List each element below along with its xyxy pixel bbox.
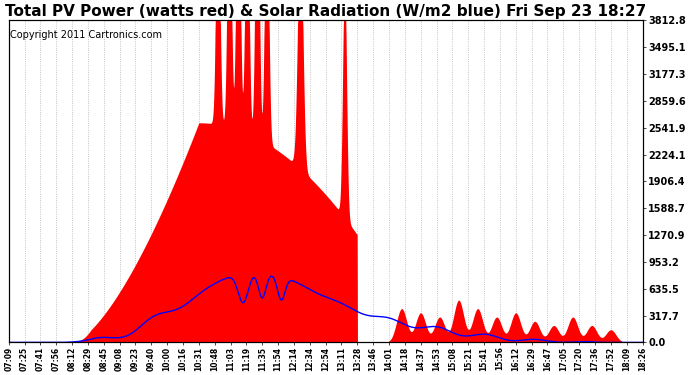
Text: Copyright 2011 Cartronics.com: Copyright 2011 Cartronics.com — [10, 30, 162, 40]
Title: Total PV Power (watts red) & Solar Radiation (W/m2 blue) Fri Sep 23 18:27: Total PV Power (watts red) & Solar Radia… — [5, 4, 647, 19]
